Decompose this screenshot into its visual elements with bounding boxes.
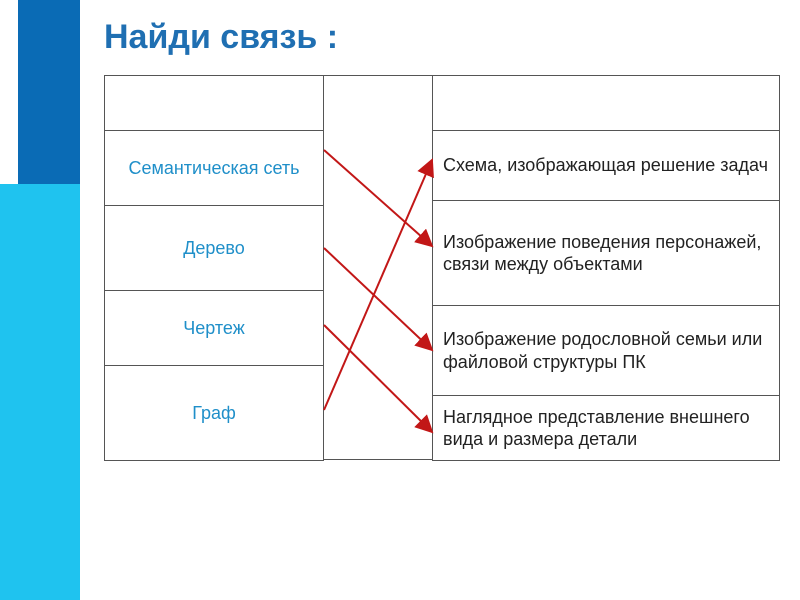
- def-cell-1: Схема, изображающая решение задач: [433, 131, 780, 201]
- def-cell-3: Изображение родословной семьи или файлов…: [433, 306, 780, 396]
- term-cell-4: Граф: [105, 366, 324, 461]
- sidebar-accent-bottom: [0, 184, 80, 600]
- term-cell-1: Семантическая сеть: [105, 131, 324, 206]
- def-cell-2: Изображение поведения персонажей, связи …: [433, 201, 780, 306]
- middle-column: [324, 75, 432, 460]
- term-cell-3: Чертеж: [105, 291, 324, 366]
- term-cell-2: Дерево: [105, 206, 324, 291]
- slide: { "title": { "text": "Найди связь :", "c…: [0, 0, 800, 600]
- slide-title: Найди связь :: [104, 18, 338, 57]
- definitions-table: Схема, изображающая решение задач Изобра…: [432, 75, 780, 461]
- terms-table: Семантическая сеть Дерево Чертеж Граф: [104, 75, 324, 461]
- sidebar-accent-top: [18, 0, 80, 184]
- term-cell-0: [105, 76, 324, 131]
- def-cell-0: [433, 76, 780, 131]
- def-cell-4: Наглядное представление внешнего вида и …: [433, 396, 780, 461]
